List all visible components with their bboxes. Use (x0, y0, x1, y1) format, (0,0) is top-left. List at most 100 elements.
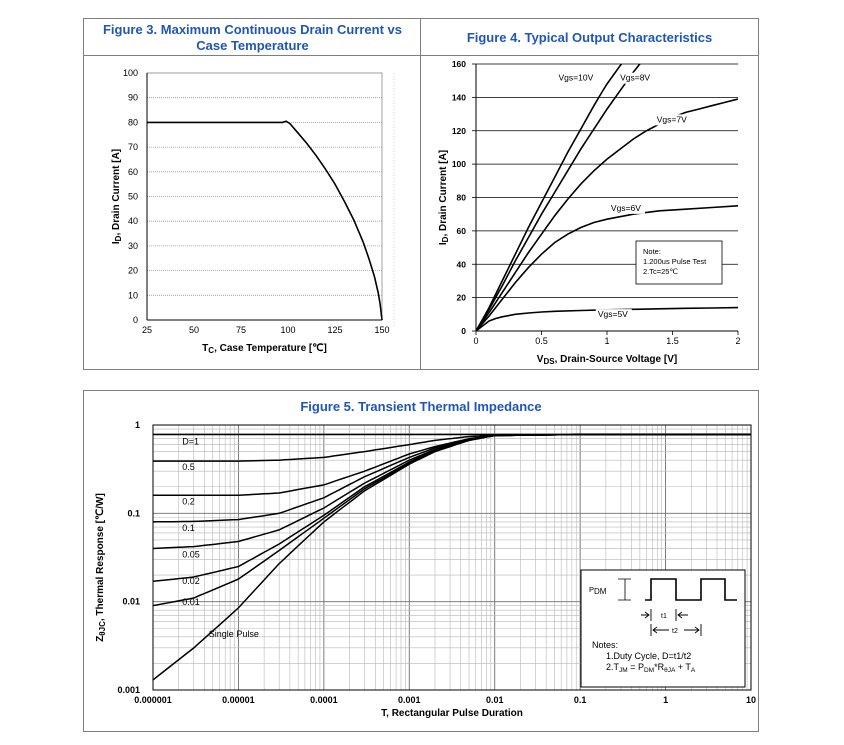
fig4-ytick-6: 120 (452, 126, 466, 136)
fig5-inset-box (580, 569, 746, 688)
fig4-series-label-bg-3 (608, 202, 645, 214)
fig5-notes-line2-part-1: JM (619, 667, 628, 674)
fig5-notes-line1: 1.Duty Cycle, D=t1/t2 (606, 651, 691, 661)
fig5-notes-heading: Notes: (592, 640, 618, 650)
fig4-ytick-5: 100 (452, 159, 466, 169)
fig5-xtick-5: 0.1 (574, 695, 587, 705)
fig3-xtick-0: 25 (142, 325, 152, 335)
fig4-series-label-bg-2 (654, 114, 691, 126)
fig5-inset-t2-arrows (650, 624, 702, 636)
fig5-inset-pdm-bracket (618, 578, 631, 601)
fig4-ylabel: ID, Drain Current [A] (438, 150, 450, 245)
fig3-xtick-5: 150 (374, 325, 389, 335)
fig4-xlabel-rest: , Drain-Source Voltage [V] (555, 354, 678, 365)
fig5-series-7 (153, 433, 751, 681)
fig3-series-line (147, 120, 383, 321)
fig3-ytick-6: 60 (128, 167, 138, 177)
fig5-notes-line2-part-7: A (691, 667, 696, 674)
fig3-ytick-2: 20 (128, 266, 138, 276)
fig5-xtick-4: 0.01 (486, 695, 504, 705)
figure4-chart: 0 20 40 60 80 100 120 140 160 0 0.5 1 1.5 2 Vgs=10V Vgs… (438, 59, 741, 366)
fig3-ytick-3: 30 (128, 241, 138, 251)
fig5-notes-line2-part-3: DM (644, 667, 654, 674)
fig5-xtick-3: 0.001 (398, 695, 421, 705)
fig4-series-label-1: Vgs=8V (620, 73, 650, 83)
fig5-notes-line2-part-0: 2.T (606, 662, 620, 672)
fig5-series-label-5: 0.02 (182, 576, 200, 586)
fig3-ytick-0: 0 (133, 315, 138, 325)
fig3-plot-frame (146, 72, 383, 321)
fig5-series-label-7: Single Pulse (209, 629, 259, 639)
fig4-xlabel-sub: DS (543, 357, 555, 366)
fig4-series-2 (476, 98, 738, 331)
fig5-series-label-3: 0.1 (182, 523, 195, 533)
fig4-xtick-3: 1.5 (666, 336, 679, 346)
fig4-series-3 (476, 205, 738, 331)
fig5-notes-line2-part-6: + T (675, 662, 691, 672)
fig5-ytick-2: 0.1 (127, 508, 140, 518)
figure3-title-line1: Figure 3. Maximum Continuous Drain Curre… (102, 22, 403, 37)
fig5-series-group (153, 433, 751, 681)
fig4-ytick-2: 40 (457, 259, 467, 269)
fig4-ytick-7: 140 (452, 92, 466, 102)
fig3-xtick-2: 75 (236, 325, 246, 335)
figure3-chart: 0 10 20 30 40 50 60 70 80 90 100 25 50 75 100 125 150 TC,… (111, 68, 395, 355)
fig4-ytick-8: 160 (452, 59, 466, 69)
fig5-ylabel: ZθJC, Thermal Response [℃/W] (95, 493, 107, 642)
fig3-xtick-3: 100 (280, 325, 295, 335)
fig3-ylabel-main: I (111, 241, 122, 244)
fig3-xlabel-rest: , Case Temperature [℃] (214, 343, 327, 354)
fig3-xlabel-sub: C (208, 346, 214, 355)
fig3-ytick-4: 40 (128, 216, 138, 226)
fig5-notes-line2-part-2: = P (628, 662, 644, 672)
fig5-series-3 (153, 433, 751, 523)
fig4-xtick-4: 2 (735, 336, 740, 346)
figure4-title: Figure 4. Typical Output Characteristics (466, 30, 713, 45)
fig4-ylabel-sub: D (441, 236, 450, 242)
figure3-panel: Figure 3. Maximum Continuous Drain Curre… (83, 18, 422, 370)
fig5-ytick-0: 0.001 (117, 685, 140, 695)
fig4-xtick-1: 0.5 (535, 336, 548, 346)
fig4-ylabel-main: I (438, 242, 449, 245)
fig5-xtick-1: 0.00001 (222, 695, 255, 705)
fig3-ytick-7: 70 (128, 142, 138, 152)
fig5-inset-pdm-label: PDM (589, 585, 607, 596)
fig4-ylabel-rest: , Drain Current [A] (438, 150, 449, 237)
fig4-xtick-0: 0 (473, 336, 478, 346)
fig5-ylabel-rest: , Thermal Response [℃/W] (95, 493, 106, 621)
fig4-ytick-3: 60 (457, 226, 467, 236)
figure5-chart: Figure 5. Transient Thermal Impedance 0.0… (95, 399, 756, 719)
fig4-series-label-3: Vgs=6V (611, 203, 641, 213)
fig5-notes-line2: 2.TJM = PDM*RθJA + TA (606, 662, 696, 674)
fig4-series-label-bg-4 (595, 309, 632, 321)
fig5-xtick-6: 1 (663, 695, 668, 705)
fig5-plot-frame (152, 424, 752, 691)
fig3-ytick-5: 50 (128, 192, 138, 202)
fig4-note-line-1: 1.200us Pulse Test (643, 257, 707, 266)
fig3-ytick-1: 10 (128, 290, 138, 300)
fig4-series-label-2: Vgs=7V (657, 114, 687, 124)
fig3-xlabel-main: T (202, 343, 208, 354)
fig4-series-4 (476, 306, 738, 331)
fig5-inset-t2-label: t2 (672, 628, 678, 635)
fig4-series-label-0: Vgs=10V (559, 73, 594, 83)
fig5-xtick-7: 10 (746, 695, 756, 705)
fig4-series-label-4: Vgs=5V (598, 309, 628, 319)
fig3-xlabel: TC, Case Temperature [℃] (202, 343, 327, 355)
fig3-ylabel-sub: D (114, 235, 123, 241)
fig5-inset-pulse-waveform (645, 578, 737, 601)
fig5-series-label-6: 0.01 (182, 597, 200, 607)
fig4-series-group (476, 64, 738, 331)
fig4-series-1 (476, 64, 641, 331)
fig5-xtick-2: 0.0001 (310, 695, 338, 705)
fig4-ytick-1: 20 (457, 293, 467, 303)
fig5-notes-line2-part-5: θJA (664, 667, 676, 674)
fig3-ylabel-rest: , Drain Current [A] (111, 149, 122, 236)
fig5-inset-pdm-sub: DM (594, 587, 607, 596)
fig4-series-label-bg-1 (618, 72, 655, 84)
fig3-ytick-10: 100 (123, 68, 138, 78)
fig5-series-label-4: 0.05 (182, 549, 200, 559)
fig4-ytick-4: 80 (457, 193, 467, 203)
fig5-notes-line2-part-4: *R (654, 662, 665, 672)
fig4-note-line-2: 2.Tc=25℃ (643, 267, 678, 276)
